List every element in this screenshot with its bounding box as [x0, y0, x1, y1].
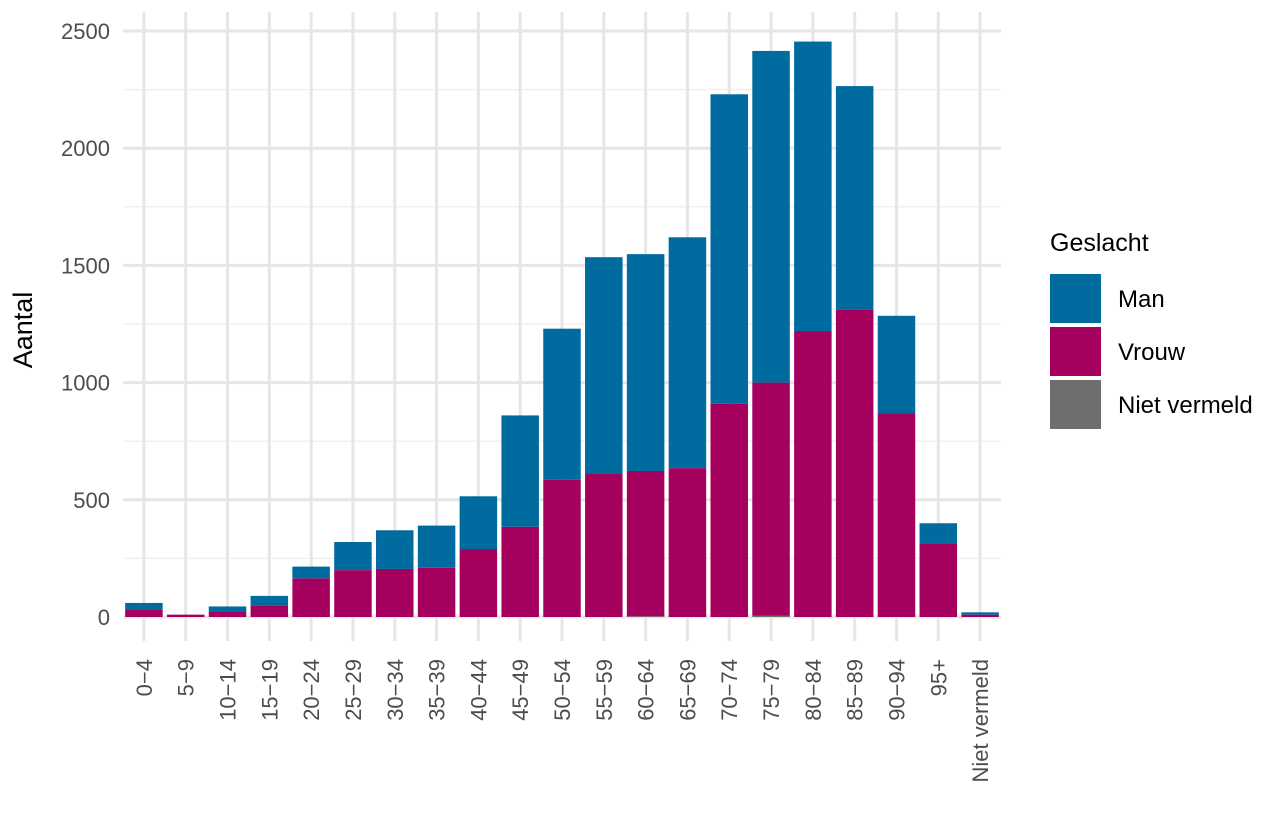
legend-swatch-niet-vermeld: [1050, 380, 1101, 429]
x-tick-label: 80−84: [801, 659, 826, 721]
x-tick-label: 0−4: [132, 659, 157, 696]
bar-man: [376, 530, 414, 569]
legend-label: Niet vermeld: [1118, 392, 1253, 419]
bar-man: [919, 523, 958, 544]
x-tick-label: 55−59: [592, 659, 617, 721]
bar-man: [585, 257, 623, 475]
bar-man: [835, 86, 874, 310]
legend-swatch-man: [1050, 274, 1101, 323]
bar-man: [334, 541, 372, 571]
x-tick-label: 95+: [926, 659, 951, 696]
y-axis-title: Aantal: [8, 292, 38, 369]
bar-vrouw: [585, 474, 623, 617]
legend-title: Geslacht: [1050, 229, 1149, 257]
bar-man: [961, 612, 999, 615]
legend: Geslacht Man Vrouw Niet vermeld: [1050, 229, 1253, 429]
x-tick-label: 75−79: [759, 659, 784, 721]
bar-vrouw: [543, 479, 581, 617]
x-tick-label: 5−9: [174, 659, 199, 696]
bar-vrouw: [250, 605, 289, 617]
bar-vrouw: [334, 570, 372, 617]
bar-vrouw: [292, 578, 330, 617]
y-tick-label: 0: [98, 605, 110, 630]
bar-vrouw: [125, 609, 163, 617]
bar-vrouw: [710, 403, 748, 617]
bar-man: [668, 237, 707, 469]
y-tick-label: 1000: [61, 371, 110, 396]
x-tick-label: 50−54: [550, 659, 575, 721]
x-tick-label: 45−49: [508, 659, 533, 721]
bar-vrouw: [794, 331, 832, 617]
x-tick-label: Niet vermeld: [968, 659, 993, 782]
x-tick-label: 35−39: [425, 659, 450, 721]
x-tick-label: 30−34: [383, 659, 408, 721]
bar-vrouw: [877, 413, 916, 617]
legend-label: Man: [1118, 286, 1165, 313]
bar-vrouw: [961, 614, 999, 617]
bar-vrouw: [501, 526, 539, 617]
bar-vrouw: [417, 567, 456, 617]
bar-man: [250, 595, 289, 606]
y-tick-label: 1500: [61, 253, 110, 278]
y-tick-label: 500: [73, 488, 110, 513]
y-tick-label: 2000: [61, 136, 110, 161]
x-tick-label: 15−19: [257, 659, 282, 721]
bar-man: [877, 315, 916, 414]
bar-vrouw: [208, 611, 247, 617]
bars: [125, 41, 999, 617]
bar-vrouw: [459, 549, 498, 617]
bar-vrouw: [752, 382, 790, 616]
x-tick-label: 70−74: [717, 659, 742, 721]
x-tick-label: 20−24: [299, 659, 324, 721]
bar-man: [501, 415, 539, 527]
bar-man: [208, 606, 247, 612]
bar-vrouw: [626, 470, 665, 617]
legend-swatch-vrouw: [1050, 327, 1101, 376]
x-tick-label: 90−94: [884, 659, 909, 721]
x-axis-ticks: 0−4 5−9 10−14 15−19 20−24 25−29 30−34 35−39 40−4…: [132, 659, 993, 782]
x-tick-label: 25−29: [341, 659, 366, 721]
bar-man: [459, 496, 498, 550]
y-tick-label: 2500: [61, 19, 110, 44]
x-tick-label: 85−89: [843, 659, 868, 721]
bar-man: [626, 254, 665, 471]
x-tick-label: 40−44: [466, 659, 491, 721]
bar-man: [710, 94, 748, 404]
bar-man: [417, 525, 456, 568]
bar-niet-vermeld: [752, 615, 790, 617]
bar-man: [125, 602, 163, 610]
bar-vrouw: [668, 468, 707, 617]
x-tick-label: 65−69: [675, 659, 700, 721]
bar-vrouw: [835, 309, 874, 617]
y-axis-ticks: 0 500 1000 1500 2000 2500: [61, 19, 110, 630]
bar-vrouw: [919, 543, 958, 617]
bar-man: [794, 41, 832, 332]
legend-label: Vrouw: [1118, 339, 1186, 366]
bar-vrouw: [166, 614, 205, 617]
bar-man: [292, 566, 330, 579]
legend-entries: Man Vrouw Niet vermeld: [1050, 274, 1253, 429]
bar-niet-vermeld: [626, 616, 665, 617]
x-tick-label: 10−14: [216, 659, 241, 721]
bar-man: [543, 328, 581, 480]
x-tick-label: 60−64: [634, 659, 659, 721]
bar-vrouw: [376, 568, 414, 617]
bar-man: [752, 50, 790, 383]
